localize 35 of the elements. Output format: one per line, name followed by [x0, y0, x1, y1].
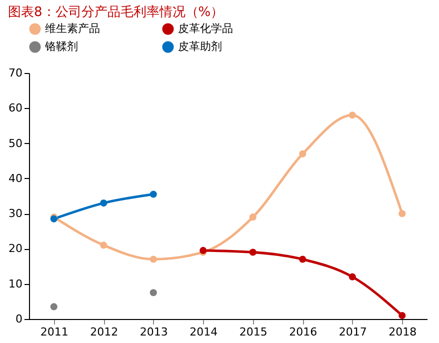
x-tick-label: 2014	[190, 326, 218, 338]
point	[249, 248, 256, 256]
point	[398, 312, 406, 320]
x-tick-label: 2017	[338, 326, 367, 338]
point	[100, 200, 108, 207]
point	[249, 214, 256, 221]
x-tick-label: 2018	[388, 326, 417, 338]
y-tick-label: 70	[8, 66, 22, 80]
point	[100, 242, 108, 249]
x-tick-label: 2016	[289, 326, 318, 338]
point	[299, 256, 306, 263]
legend-label: 铬鞣剂	[44, 40, 78, 53]
x-tick-label: 2012	[90, 326, 118, 338]
point	[150, 289, 157, 296]
legend-label: 维生素产品	[45, 22, 100, 35]
legend-label: 皮革化学品	[178, 22, 233, 35]
point	[299, 150, 306, 158]
y-tick-label: 30	[8, 207, 22, 220]
x-tick-label: 2013	[140, 326, 168, 338]
point	[348, 112, 356, 119]
y-tick-label: 20	[8, 242, 22, 256]
point	[398, 210, 406, 218]
y-tick-label: 10	[8, 277, 22, 290]
point	[150, 256, 157, 263]
y-tick-label: 0	[16, 312, 22, 326]
y-tick-label: 40	[8, 172, 22, 185]
y-tick-label: 60	[8, 102, 22, 115]
legend-label: 皮革助剂	[178, 40, 222, 53]
point	[348, 273, 356, 280]
point	[150, 190, 157, 198]
x-tick-label: 2015	[239, 326, 268, 338]
y-tick-label: 50	[8, 136, 22, 150]
x-tick-label: 2011	[40, 326, 68, 338]
chart-title: 图表8：公司分产品毛利率情况（%）	[8, 4, 224, 20]
point	[50, 303, 58, 310]
